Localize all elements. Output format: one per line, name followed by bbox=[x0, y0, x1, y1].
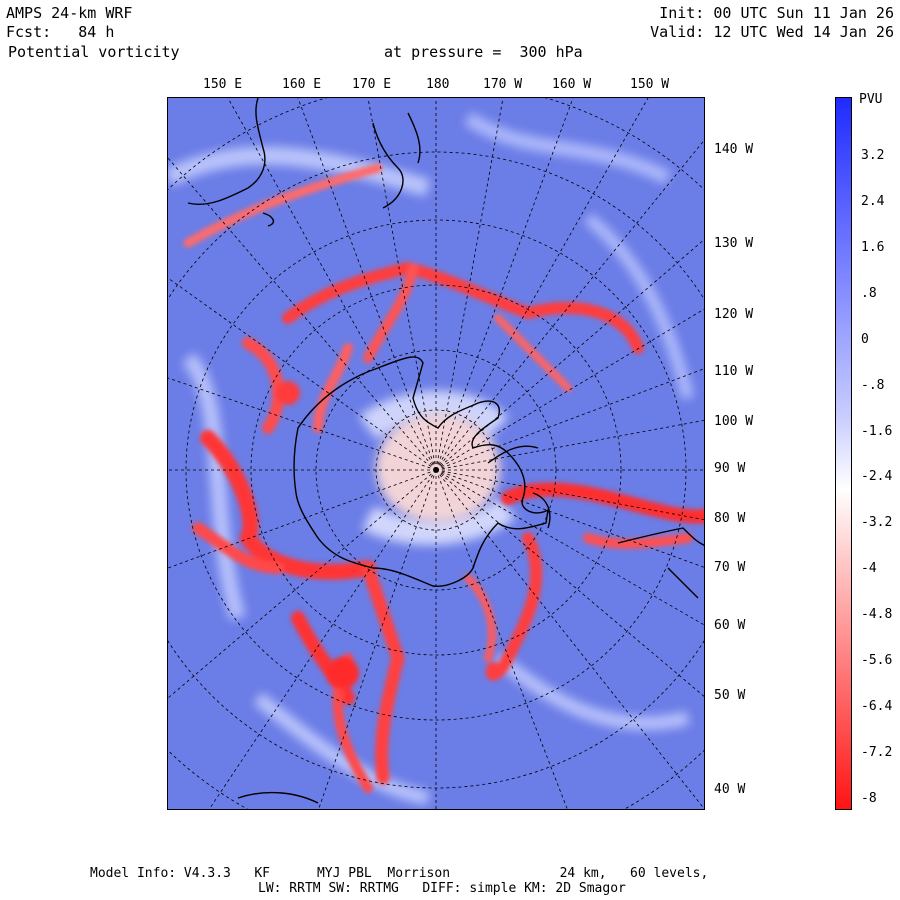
lon-label-right: 40 W bbox=[714, 782, 746, 797]
colorbar-tick: 3.2 bbox=[861, 148, 885, 163]
colorbar-tick: -8 bbox=[861, 791, 877, 806]
init-time: Init: 00 UTC Sun 11 Jan 26 bbox=[659, 4, 894, 22]
colorbar-tick: -5.6 bbox=[861, 653, 893, 668]
forecast-hour: Fcst: 84 h bbox=[6, 23, 115, 41]
colorbar-tick: 0 bbox=[861, 332, 869, 347]
colorbar-tick: -4.8 bbox=[861, 607, 893, 622]
pressure-level: at pressure = 300 hPa bbox=[384, 43, 583, 61]
lon-label-top: 170 W bbox=[483, 77, 523, 92]
colorbar bbox=[835, 97, 852, 810]
colorbar-tick: 1.6 bbox=[861, 240, 885, 255]
colorbar-unit: PVU bbox=[859, 92, 883, 107]
lon-label-right: 70 W bbox=[714, 560, 746, 575]
lon-label-top: 150 E bbox=[203, 77, 243, 92]
colorbar-tick: -2.4 bbox=[861, 469, 893, 484]
colorbar-tick: -1.6 bbox=[861, 424, 893, 439]
lon-label-right: 80 W bbox=[714, 511, 746, 526]
lon-label-right: 120 W bbox=[714, 307, 754, 322]
pv-vortex bbox=[327, 657, 359, 689]
field-name: Potential vorticity bbox=[8, 43, 180, 61]
colorbar-tick: -6.4 bbox=[861, 699, 893, 714]
colorbar-tick: -4 bbox=[861, 561, 877, 576]
lon-label-right: 110 W bbox=[714, 364, 754, 379]
lon-label-top: 160 E bbox=[282, 77, 322, 92]
lon-label-right: 140 W bbox=[714, 142, 754, 157]
lon-label-right: 50 W bbox=[714, 688, 746, 703]
lon-label-right: 100 W bbox=[714, 414, 754, 429]
lon-label-top: 160 W bbox=[552, 77, 592, 92]
pv-map-panel bbox=[167, 97, 705, 810]
model-title: AMPS 24-km WRF bbox=[6, 4, 133, 22]
lon-label-top: 150 W bbox=[630, 77, 670, 92]
colorbar-tick: 2.4 bbox=[861, 194, 885, 209]
meridians bbox=[168, 98, 704, 809]
colorbar-tick: -.8 bbox=[861, 378, 885, 393]
lon-label-top: 180 bbox=[426, 77, 450, 92]
model-info-line1: Model Info: V4.3.3 KF MYJ PBL Morrison 2… bbox=[90, 866, 709, 881]
colorbar-tick: -3.2 bbox=[861, 515, 893, 530]
model-info-line2: LW: RRTM SW: RRTMG DIFF: simple KM: 2D S… bbox=[258, 881, 626, 896]
pv-field-map bbox=[168, 98, 704, 809]
lon-label-right: 60 W bbox=[714, 618, 746, 633]
colorbar-tick: .8 bbox=[861, 286, 877, 301]
coastlines bbox=[187, 98, 704, 804]
pv-light-swirls bbox=[168, 112, 694, 805]
lon-label-right: 130 W bbox=[714, 236, 754, 251]
lon-label-right: 90 W bbox=[714, 461, 746, 476]
pv-vortex bbox=[276, 381, 300, 405]
colorbar-tick: -7.2 bbox=[861, 745, 893, 760]
valid-time: Valid: 12 UTC Wed 14 Jan 26 bbox=[650, 23, 894, 41]
lon-label-top: 170 E bbox=[352, 77, 392, 92]
